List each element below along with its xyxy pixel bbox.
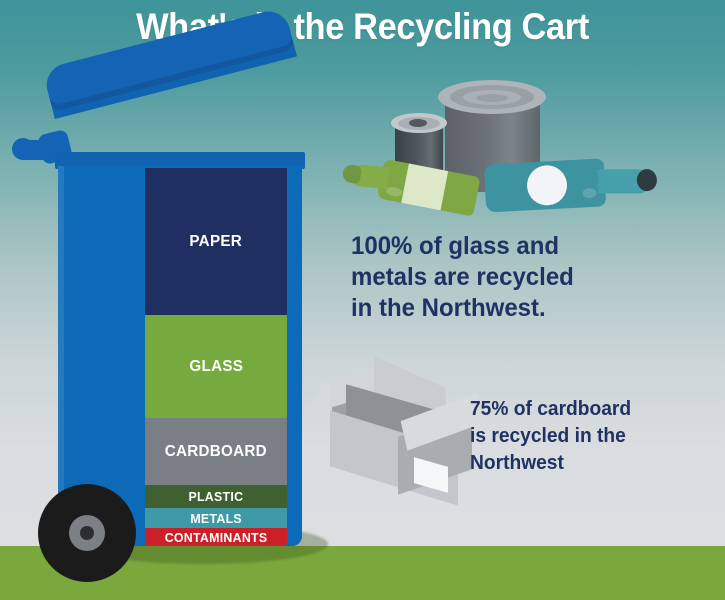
- cart-wheel-center: [80, 526, 94, 540]
- glass-and-metal-illustration: [340, 72, 660, 232]
- cart-segment-label: CONTAMINANTS: [164, 529, 268, 545]
- stat-cardboard-line3: Northwest: [470, 452, 564, 474]
- tin-can-lid-ring3: [476, 94, 508, 102]
- cart-segment-label: GLASS: [189, 357, 243, 375]
- cart-segment-contaminants: CONTAMINANTS: [145, 528, 287, 546]
- recycling-cart: PAPER GLASS CARDBOARD PLASTIC METALS CONTAMIN…: [0, 0, 340, 600]
- cart-segment-paper: PAPER: [145, 168, 287, 315]
- cart-rim: [55, 152, 305, 169]
- stat-cardboard-line1: 75% of cardboard: [470, 398, 632, 420]
- cart-body-highlight: [58, 166, 64, 544]
- cart-segment-label: PLASTIC: [188, 489, 244, 504]
- cart-segment-label: PAPER: [189, 232, 243, 250]
- cart-segment-plastic: PLASTIC: [145, 485, 287, 508]
- stat-glass-line3: in the Northwest.: [351, 294, 546, 322]
- stat-glass-line1: 100% of glass and: [351, 232, 560, 260]
- teal-glass-bottle-icon: [483, 155, 661, 213]
- stat-cardboard-line2: is recycled in the: [470, 425, 626, 447]
- cart-segment-label: METALS: [190, 510, 242, 526]
- cart-segment-metals: METALS: [145, 508, 287, 528]
- cart-segment-label: CARDBOARD: [164, 442, 268, 460]
- cart-segment-glass: GLASS: [145, 315, 287, 418]
- stat-cardboard: 75% of cardboard is recycled in the Nort…: [470, 396, 672, 477]
- cart-contents-stack: PAPER GLASS CARDBOARD PLASTIC METALS CONTAMIN…: [145, 168, 287, 546]
- cardboard-box-illustration: [312, 355, 492, 512]
- cart-segment-cardboard: CARDBOARD: [145, 418, 287, 485]
- stat-glass-metals: 100% of glass and metals are recycled in…: [351, 231, 610, 324]
- teal-bottle-mouth: [636, 168, 658, 192]
- stat-glass-line2: metals are recycled: [351, 263, 574, 291]
- green-bottle-label: [401, 163, 449, 211]
- aluminum-can-tab: [409, 119, 427, 127]
- cart-body-right-edge: [287, 166, 302, 546]
